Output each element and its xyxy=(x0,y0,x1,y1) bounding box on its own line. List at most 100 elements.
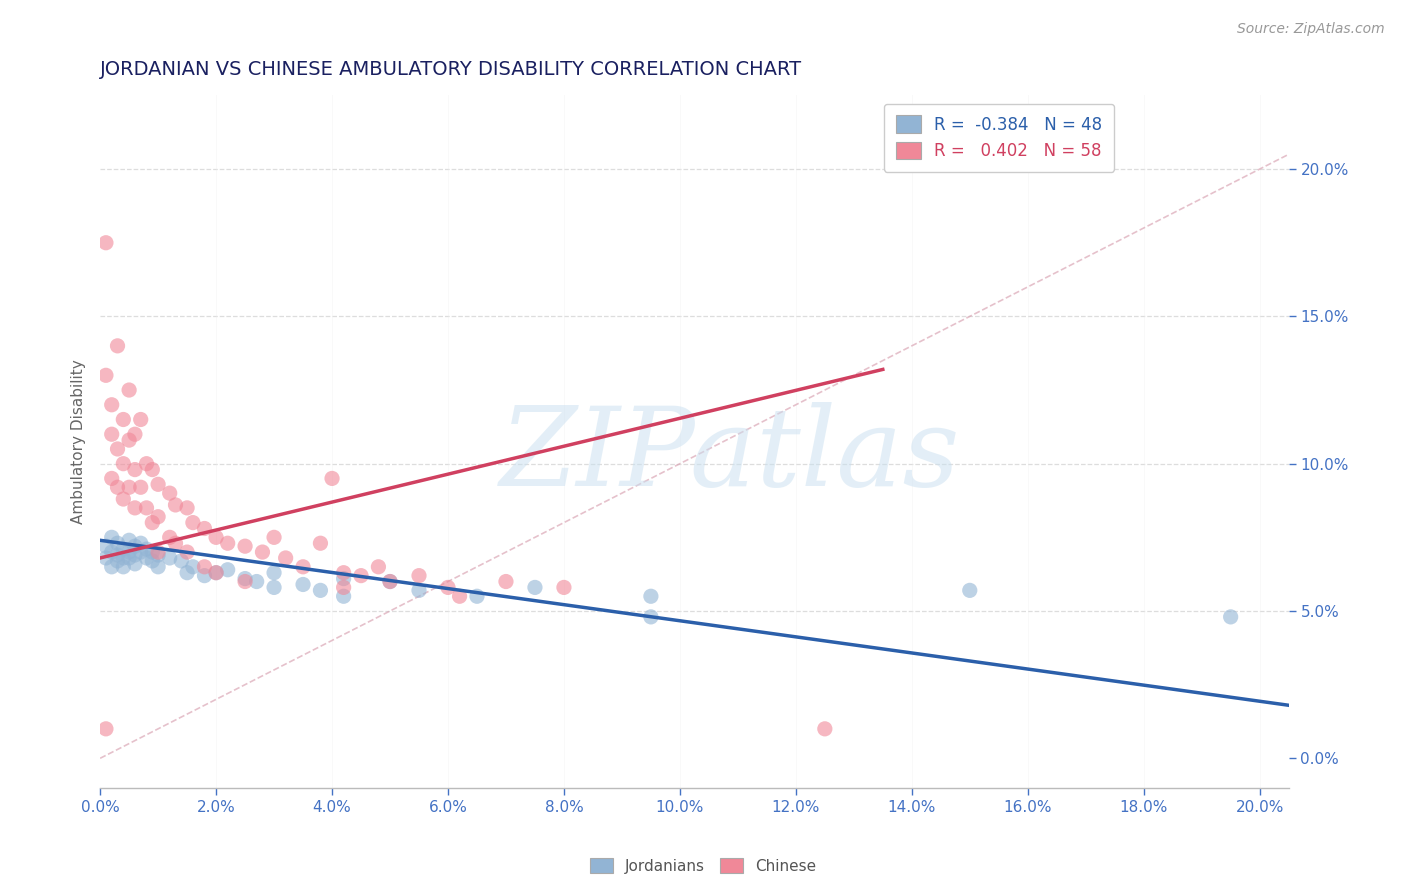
Point xyxy=(141,554,163,568)
Point xyxy=(193,559,215,574)
Point xyxy=(124,462,146,476)
Point xyxy=(309,536,332,550)
Point xyxy=(94,551,117,566)
Y-axis label: Ambulatory Disability: Ambulatory Disability xyxy=(72,359,86,524)
Point xyxy=(135,542,157,557)
Point xyxy=(292,577,315,591)
Point xyxy=(124,539,146,553)
Point xyxy=(100,545,122,559)
Point xyxy=(107,536,129,550)
Point xyxy=(332,581,354,595)
Point xyxy=(233,572,256,586)
Point xyxy=(205,566,228,580)
Point xyxy=(146,545,169,559)
Point xyxy=(165,536,187,550)
Point xyxy=(274,551,297,566)
Point xyxy=(107,480,129,494)
Point xyxy=(94,368,117,383)
Point xyxy=(959,583,981,598)
Text: JORDANIAN VS CHINESE AMBULATORY DISABILITY CORRELATION CHART: JORDANIAN VS CHINESE AMBULATORY DISABILI… xyxy=(100,60,803,78)
Point xyxy=(640,589,662,603)
Point xyxy=(350,568,373,582)
Point xyxy=(141,545,163,559)
Legend: R =  -0.384   N = 48, R =   0.402   N = 58: R = -0.384 N = 48, R = 0.402 N = 58 xyxy=(884,103,1114,172)
Point xyxy=(233,574,256,589)
Point xyxy=(233,539,256,553)
Point xyxy=(367,559,389,574)
Point xyxy=(205,530,228,544)
Point xyxy=(217,536,239,550)
Point xyxy=(263,530,285,544)
Point xyxy=(176,566,198,580)
Point xyxy=(170,554,193,568)
Point xyxy=(321,471,343,485)
Point xyxy=(135,457,157,471)
Point xyxy=(118,433,141,447)
Point xyxy=(112,457,135,471)
Point xyxy=(129,545,152,559)
Point xyxy=(263,566,285,580)
Point xyxy=(146,548,169,562)
Legend: Jordanians, Chinese: Jordanians, Chinese xyxy=(583,852,823,880)
Point xyxy=(332,589,354,603)
Point xyxy=(118,533,141,548)
Point xyxy=(124,427,146,442)
Point xyxy=(205,566,228,580)
Point xyxy=(176,500,198,515)
Point xyxy=(553,581,575,595)
Point xyxy=(193,568,215,582)
Point xyxy=(141,516,163,530)
Point xyxy=(437,581,460,595)
Point xyxy=(107,554,129,568)
Point xyxy=(181,559,204,574)
Point xyxy=(118,545,141,559)
Point xyxy=(146,509,169,524)
Point xyxy=(100,559,122,574)
Point xyxy=(159,486,181,500)
Point xyxy=(332,572,354,586)
Point xyxy=(118,383,141,397)
Point xyxy=(129,412,152,426)
Point xyxy=(814,722,837,736)
Point xyxy=(107,442,129,456)
Point xyxy=(107,548,129,562)
Point xyxy=(159,530,181,544)
Point xyxy=(135,551,157,566)
Point xyxy=(332,566,354,580)
Point xyxy=(112,551,135,566)
Point xyxy=(94,235,117,250)
Point xyxy=(94,722,117,736)
Point xyxy=(408,583,430,598)
Point xyxy=(408,568,430,582)
Point xyxy=(263,581,285,595)
Point xyxy=(124,557,146,571)
Text: ZIPatlas: ZIPatlas xyxy=(499,401,960,509)
Point xyxy=(495,574,517,589)
Point xyxy=(129,536,152,550)
Point xyxy=(100,530,122,544)
Point xyxy=(193,521,215,535)
Point xyxy=(159,551,181,566)
Point xyxy=(309,583,332,598)
Point xyxy=(112,412,135,426)
Point xyxy=(129,480,152,494)
Point xyxy=(640,610,662,624)
Point xyxy=(124,500,146,515)
Point xyxy=(292,559,315,574)
Point xyxy=(118,480,141,494)
Point xyxy=(141,462,163,476)
Point xyxy=(118,551,141,566)
Point xyxy=(246,574,269,589)
Point xyxy=(94,539,117,553)
Point xyxy=(165,498,187,512)
Point xyxy=(100,471,122,485)
Point xyxy=(378,574,401,589)
Point xyxy=(146,559,169,574)
Point xyxy=(523,581,546,595)
Point xyxy=(107,339,129,353)
Point xyxy=(135,500,157,515)
Point xyxy=(124,548,146,562)
Point xyxy=(100,398,122,412)
Point xyxy=(465,589,488,603)
Text: Source: ZipAtlas.com: Source: ZipAtlas.com xyxy=(1237,22,1385,37)
